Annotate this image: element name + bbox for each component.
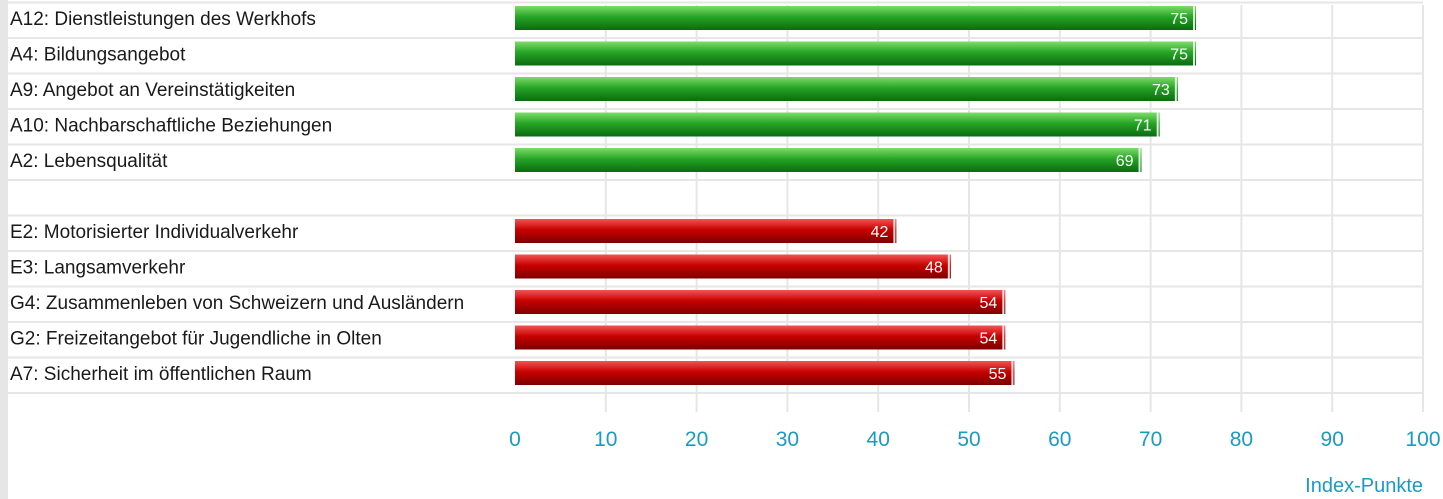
x-tick-label: 80 bbox=[1230, 428, 1253, 451]
category-label: A4: Bildungsangebot bbox=[10, 45, 186, 66]
bar-edge bbox=[1156, 112, 1159, 137]
bar-edge bbox=[1193, 41, 1195, 66]
bar-edge bbox=[1002, 290, 1005, 314]
category-label: A9: Angebot an Vereinstätigkeiten bbox=[10, 80, 295, 101]
x-tick-label: 90 bbox=[1321, 428, 1344, 451]
bar bbox=[515, 148, 1142, 172]
left-margin-strip bbox=[0, 0, 8, 499]
bar-edge bbox=[893, 219, 896, 243]
x-tick-label: 60 bbox=[1048, 428, 1071, 451]
category-label: G2: Freizeitangebot für Jugendliche in O… bbox=[10, 329, 382, 350]
x-tick-label: 50 bbox=[957, 428, 980, 451]
x-tick-label: 0 bbox=[509, 428, 521, 451]
x-tick-label: 10 bbox=[594, 428, 617, 451]
value-label: 54 bbox=[980, 331, 998, 348]
bar bbox=[515, 112, 1160, 137]
bar-edge bbox=[1011, 361, 1014, 385]
value-label: 73 bbox=[1152, 82, 1170, 99]
bar-edge bbox=[1138, 148, 1141, 172]
bar bbox=[515, 254, 951, 279]
value-label: 75 bbox=[1170, 47, 1188, 64]
x-tick-label: 40 bbox=[867, 428, 890, 451]
value-label: 69 bbox=[1116, 153, 1134, 170]
value-label: 54 bbox=[980, 295, 998, 312]
bar bbox=[515, 77, 1178, 101]
x-tick-label: 30 bbox=[776, 428, 799, 451]
bar bbox=[515, 6, 1196, 30]
category-label: E3: Langsamverkehr bbox=[10, 258, 186, 279]
bar bbox=[515, 41, 1196, 66]
category-label: A2: Lebensqualität bbox=[10, 151, 168, 172]
value-label: 55 bbox=[989, 366, 1007, 383]
x-tick-label: 100 bbox=[1405, 428, 1440, 451]
x-axis-label: Index-Punkte bbox=[1305, 475, 1423, 497]
bar-edge bbox=[1002, 325, 1005, 350]
value-label: 71 bbox=[1134, 118, 1152, 135]
x-tick-label: 70 bbox=[1139, 428, 1162, 451]
bar-edge bbox=[1174, 77, 1177, 101]
x-tick-label: 20 bbox=[685, 428, 708, 451]
category-label: A7: Sicherheit im öffentlichen Raum bbox=[10, 364, 312, 385]
category-label: E2: Motorisierter Individualverkehr bbox=[10, 222, 299, 243]
category-label: G4: Zusammenleben von Schweizern und Aus… bbox=[10, 293, 464, 314]
bar bbox=[515, 325, 1006, 350]
value-label: 48 bbox=[925, 260, 943, 277]
bar-edge bbox=[947, 254, 950, 279]
category-label: A12: Dienstleistungen des Werkhofs bbox=[10, 9, 316, 30]
bar bbox=[515, 290, 1006, 314]
value-label: 75 bbox=[1170, 11, 1188, 28]
bar-edge bbox=[1193, 6, 1195, 30]
value-label: 42 bbox=[871, 224, 889, 241]
bar bbox=[515, 361, 1015, 385]
category-label: A10: Nachbarschaftliche Beziehungen bbox=[10, 116, 332, 137]
bar bbox=[515, 219, 897, 243]
